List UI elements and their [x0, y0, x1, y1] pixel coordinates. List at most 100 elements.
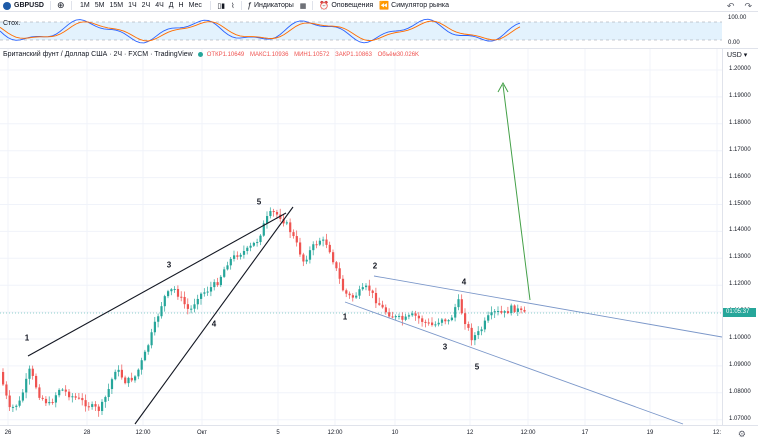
candle-body: [186, 304, 189, 309]
timeframe-1m[interactable]: 1М: [80, 2, 90, 9]
time-axis[interactable]: ⚙ 26 28 12:00 Окт 5 12:00 10 12 12:00 17 19 12:: [0, 425, 758, 445]
time-tick-label: 12:00: [135, 430, 151, 436]
candle-body: [434, 324, 437, 326]
candle-body: [236, 255, 239, 257]
candle-body: [503, 311, 506, 313]
timeframe-4h[interactable]: 4Ч: [155, 2, 164, 9]
candle-body: [104, 397, 107, 402]
candle-body: [137, 369, 140, 377]
candle-body: [506, 311, 510, 314]
wave-label[interactable]: 5: [256, 197, 262, 207]
time-tick-label: 19: [646, 430, 654, 436]
indicators-button[interactable]: ƒ Индикаторы: [245, 0, 297, 12]
candle-body: [513, 305, 516, 312]
timeframe-5m[interactable]: 5М: [94, 2, 105, 9]
symbol-search[interactable]: GBPUSD: [0, 0, 47, 12]
candle-body: [457, 299, 460, 308]
candle-body: [361, 287, 364, 290]
candle-body: [483, 320, 486, 330]
wave-label[interactable]: 4: [211, 319, 217, 329]
candle-body: [35, 375, 38, 388]
replay-button[interactable]: ⏪ Симулятор рынка: [376, 0, 452, 12]
alarm-clock-icon: ⏰: [319, 1, 330, 10]
candle-body: [394, 316, 397, 318]
candle-body: [318, 240, 321, 245]
wave-label[interactable]: 1: [342, 312, 348, 322]
wave-label[interactable]: 4: [461, 277, 467, 287]
candle-body: [305, 259, 308, 262]
candle-body: [523, 309, 526, 312]
candle-body: [167, 291, 170, 297]
candle-body: [147, 345, 150, 352]
stochastic-scale: 100.00 0.00: [722, 13, 758, 48]
price-tick-label: 1.18000: [729, 119, 751, 126]
trend-line-lower[interactable]: [134, 206, 294, 425]
candle-body: [58, 389, 61, 396]
candle-body: [8, 395, 11, 408]
currency-selector[interactable]: USD ▾: [727, 52, 748, 59]
wave-label[interactable]: 3: [166, 260, 172, 270]
candle-body: [272, 211, 275, 213]
price-tick-label: 1.10000: [729, 335, 751, 341]
candle-body: [246, 247, 249, 252]
pane-separator[interactable]: [0, 48, 758, 49]
timeframe-month[interactable]: Мес: [188, 2, 202, 9]
trend-line-upper[interactable]: [27, 212, 287, 357]
indicators-label: Индикаторы: [254, 2, 294, 9]
stochastic-label: Стох.: [3, 20, 21, 27]
wave-label[interactable]: 2: [372, 261, 378, 271]
candle-body: [134, 376, 137, 381]
wave-label[interactable]: 3: [442, 342, 448, 352]
candle-body: [71, 396, 74, 398]
chart-type-line-icon[interactable]: ⌇: [231, 2, 235, 10]
timeframe-2h[interactable]: 2Ч: [141, 2, 151, 9]
candle-body: [351, 295, 354, 298]
gear-icon[interactable]: ⚙: [737, 429, 746, 439]
candle-body: [381, 304, 384, 308]
candle-body: [97, 406, 100, 412]
candle-body: [325, 239, 328, 245]
stochastic-scale-top: 100.00: [728, 15, 747, 21]
channel-line-lower[interactable]: [344, 301, 684, 425]
candle-body: [110, 379, 114, 390]
candle-body: [48, 402, 51, 404]
candle-body: [11, 406, 15, 408]
time-tick-label: 26: [4, 430, 12, 436]
candle-body: [437, 322, 440, 325]
candle-body: [94, 404, 97, 407]
wave-label[interactable]: 1: [24, 333, 30, 343]
timeframe-week[interactable]: Н: [178, 2, 184, 9]
target-arrow[interactable]: [502, 84, 531, 301]
alerts-button[interactable]: ⏰ Оповещения: [316, 0, 376, 12]
price-chart[interactable]: [0, 0, 722, 425]
redo-icon[interactable]: ↷: [744, 0, 752, 11]
candle-body: [25, 378, 28, 393]
candle-body: [262, 223, 265, 236]
candle-body: [5, 384, 8, 396]
candle-body: [315, 244, 318, 246]
market-status-dot-icon: [197, 52, 203, 57]
candle-body: [308, 250, 312, 260]
price-tick-label: 1.17000: [729, 146, 751, 153]
timeframe-1h[interactable]: 1Ч: [128, 2, 137, 9]
replay-icon: ⏪: [379, 1, 390, 10]
candle-body: [345, 290, 348, 294]
timeframe-15m[interactable]: 15М: [109, 2, 124, 9]
channel-line-upper[interactable]: [373, 275, 722, 338]
undo-icon[interactable]: ↶: [726, 0, 735, 11]
price-scale[interactable]: 1.20000 1.19000 1.18000 1.17000 1.16000 1.150…: [722, 49, 758, 425]
candle-body: [365, 285, 368, 288]
stochastic-pane[interactable]: Стох.: [0, 13, 722, 48]
wave-label[interactable]: 5: [474, 362, 480, 372]
price-tick-label: 1.09000: [729, 361, 751, 368]
toolbar-divider: [70, 1, 72, 10]
chart-type-bars-icon[interactable]: ▯▮: [217, 2, 226, 10]
candle-body: [87, 406, 90, 408]
compare-plus-icon[interactable]: ⊕: [56, 0, 65, 10]
timeframe-day[interactable]: Д: [168, 2, 174, 9]
stochastic-d-line: [0, 20, 521, 42]
candle-body: [239, 254, 242, 257]
candle-body: [183, 296, 186, 305]
candle-body: [338, 268, 341, 279]
templates-grid-icon[interactable]: ▦: [299, 2, 307, 10]
